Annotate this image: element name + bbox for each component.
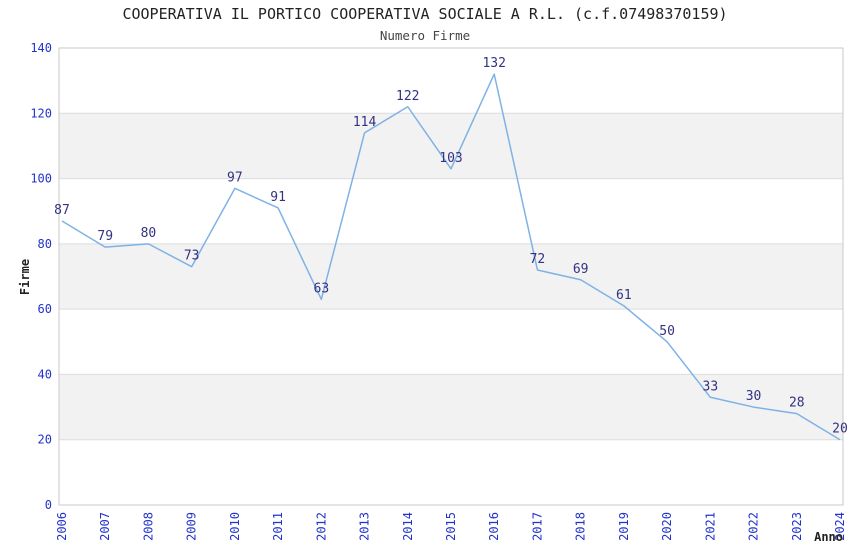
x-tick-label: 2021 <box>703 512 717 541</box>
x-tick-label: 2022 <box>747 512 761 541</box>
y-axis-title: Firme <box>18 258 32 296</box>
y-tick-label: 20 <box>38 433 52 447</box>
x-tick-label: 2009 <box>185 512 199 541</box>
data-point-label: 30 <box>746 389 762 404</box>
data-point-label: 69 <box>573 262 589 277</box>
x-tick-label: 2016 <box>487 512 501 541</box>
data-point-label: 103 <box>439 151 462 166</box>
data-point-label: 79 <box>97 229 113 244</box>
x-tick-label: 2014 <box>401 512 415 541</box>
x-tick-label: 2013 <box>358 512 372 541</box>
x-tick-label: 2023 <box>790 512 804 541</box>
x-tick-label: 2015 <box>444 512 458 541</box>
data-point-label: 114 <box>353 115 377 130</box>
plot-band <box>59 243 843 310</box>
x-tick-label: 2006 <box>55 512 69 541</box>
data-point-label: 28 <box>789 396 805 411</box>
x-tick-label: 2010 <box>228 512 242 541</box>
data-point-label: 97 <box>227 170 243 185</box>
x-tick-label: 2011 <box>271 512 285 541</box>
data-point-label: 33 <box>703 379 719 394</box>
data-point-label: 20 <box>832 422 848 437</box>
x-tick-label: 2024 <box>833 512 847 541</box>
data-point-label: 63 <box>314 281 330 296</box>
x-tick-label: 2008 <box>141 512 155 541</box>
x-tick-label: 2018 <box>574 512 588 541</box>
x-tick-label: 2020 <box>660 512 674 541</box>
plot-border <box>58 47 844 506</box>
data-point-label: 61 <box>616 288 632 303</box>
x-tick-label: 2012 <box>314 512 328 541</box>
plot-band <box>59 374 843 440</box>
y-tick-label: 120 <box>30 106 52 120</box>
y-tick-label: 140 <box>30 41 52 55</box>
y-tick-label: 80 <box>38 237 52 251</box>
data-point-label: 50 <box>659 324 675 339</box>
data-point-label: 91 <box>270 190 286 205</box>
data-point-label: 87 <box>54 203 70 218</box>
x-tick-label: 2017 <box>530 512 544 541</box>
data-point-label: 72 <box>530 252 546 267</box>
x-tick-label: 2019 <box>617 512 631 541</box>
data-point-label: 80 <box>141 226 157 241</box>
data-point-label: 132 <box>482 56 505 71</box>
x-axis-title: Anno <box>814 530 843 544</box>
y-tick-label: 0 <box>45 498 52 512</box>
data-point-label: 73 <box>184 249 200 264</box>
chart-subtitle: Numero Firme <box>379 28 471 43</box>
y-tick-label: 40 <box>38 367 52 381</box>
data-line <box>61 73 841 441</box>
data-point-label: 122 <box>396 89 419 104</box>
y-tick-label: 60 <box>38 302 52 316</box>
y-tick-label: 100 <box>30 172 52 186</box>
chart-title: COOPERATIVA IL PORTICO COOPERATIVA SOCIA… <box>122 5 728 23</box>
x-tick-label: 2007 <box>98 512 112 541</box>
